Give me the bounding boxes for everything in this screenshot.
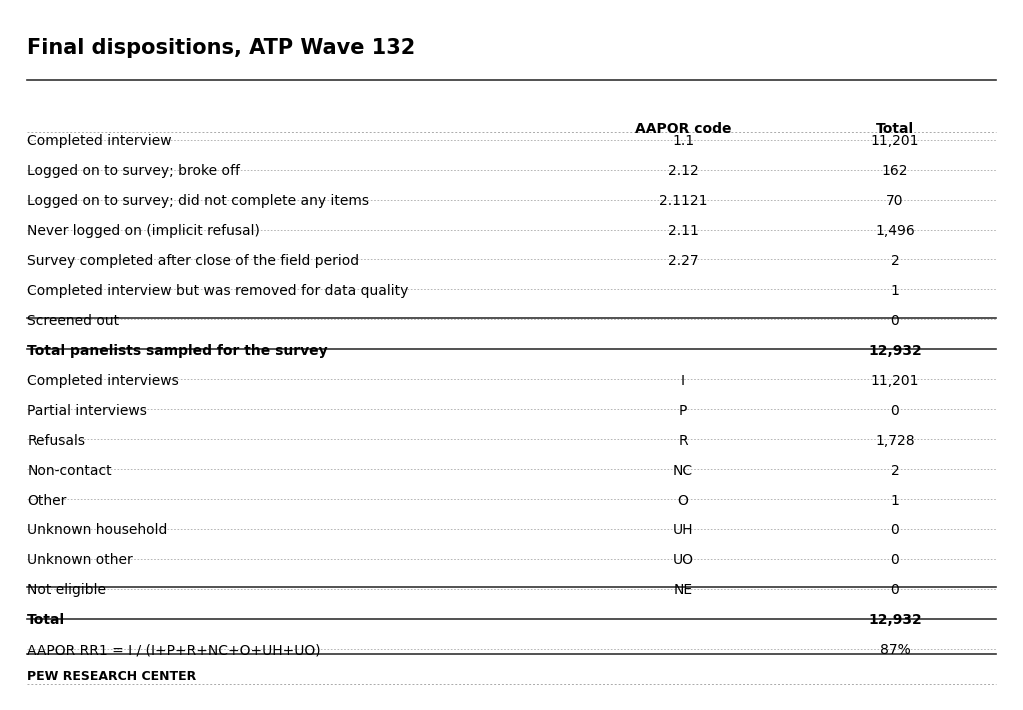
Text: Not eligible: Not eligible: [28, 584, 106, 597]
Text: 12,932: 12,932: [869, 613, 922, 627]
Text: PEW RESEARCH CENTER: PEW RESEARCH CENTER: [28, 670, 196, 682]
Text: AAPOR code: AAPOR code: [635, 122, 731, 136]
Text: P: P: [679, 404, 687, 417]
Text: 1: 1: [891, 284, 899, 298]
Text: Completed interviews: Completed interviews: [28, 373, 179, 388]
Text: Screened out: Screened out: [28, 314, 120, 328]
Text: Completed interview but was removed for data quality: Completed interview but was removed for …: [28, 284, 408, 298]
Text: 1,496: 1,496: [875, 224, 915, 238]
Text: 2.11: 2.11: [668, 224, 699, 238]
Text: Final dispositions, ATP Wave 132: Final dispositions, ATP Wave 132: [28, 38, 415, 58]
Text: I: I: [681, 373, 685, 388]
Text: 12,932: 12,932: [869, 344, 922, 358]
Text: Total panelists sampled for the survey: Total panelists sampled for the survey: [28, 344, 327, 358]
Text: Unknown household: Unknown household: [28, 523, 168, 537]
Text: Logged on to survey; did not complete any items: Logged on to survey; did not complete an…: [28, 195, 369, 208]
Text: Total: Total: [876, 122, 914, 136]
Text: Other: Other: [28, 493, 66, 508]
Text: UH: UH: [673, 523, 694, 537]
Text: Survey completed after close of the field period: Survey completed after close of the fiel…: [28, 254, 359, 268]
Text: 11,201: 11,201: [871, 134, 920, 148]
Text: 87%: 87%: [880, 643, 910, 657]
Text: 0: 0: [891, 314, 899, 328]
Text: 1,728: 1,728: [875, 434, 915, 448]
Text: 70: 70: [886, 195, 903, 208]
Text: 162: 162: [882, 164, 908, 178]
Text: 1.1: 1.1: [672, 134, 695, 148]
Text: Non-contact: Non-contact: [28, 464, 112, 478]
Text: Logged on to survey; broke off: Logged on to survey; broke off: [28, 164, 240, 178]
Text: 0: 0: [891, 553, 899, 567]
Text: 0: 0: [891, 523, 899, 537]
Text: 2: 2: [891, 464, 899, 478]
Text: R: R: [678, 434, 687, 448]
Text: 2.27: 2.27: [668, 254, 699, 268]
Text: O: O: [677, 493, 688, 508]
Text: 1: 1: [891, 493, 899, 508]
Text: UO: UO: [672, 553, 694, 567]
Text: Unknown other: Unknown other: [28, 553, 133, 567]
Text: Total: Total: [28, 613, 65, 627]
Text: NE: NE: [673, 584, 693, 597]
Text: AAPOR RR1 = I / (I+P+R+NC+O+UH+UO): AAPOR RR1 = I / (I+P+R+NC+O+UH+UO): [28, 643, 321, 657]
Text: 2.12: 2.12: [668, 164, 699, 178]
Text: 2: 2: [891, 254, 899, 268]
Text: NC: NC: [673, 464, 694, 478]
Text: Refusals: Refusals: [28, 434, 85, 448]
Text: 0: 0: [891, 584, 899, 597]
Text: Partial interviews: Partial interviews: [28, 404, 147, 417]
Text: 0: 0: [891, 404, 899, 417]
Text: 11,201: 11,201: [871, 373, 920, 388]
Text: Completed interview: Completed interview: [28, 134, 172, 148]
Text: 2.1121: 2.1121: [659, 195, 707, 208]
Text: Never logged on (implicit refusal): Never logged on (implicit refusal): [28, 224, 260, 238]
